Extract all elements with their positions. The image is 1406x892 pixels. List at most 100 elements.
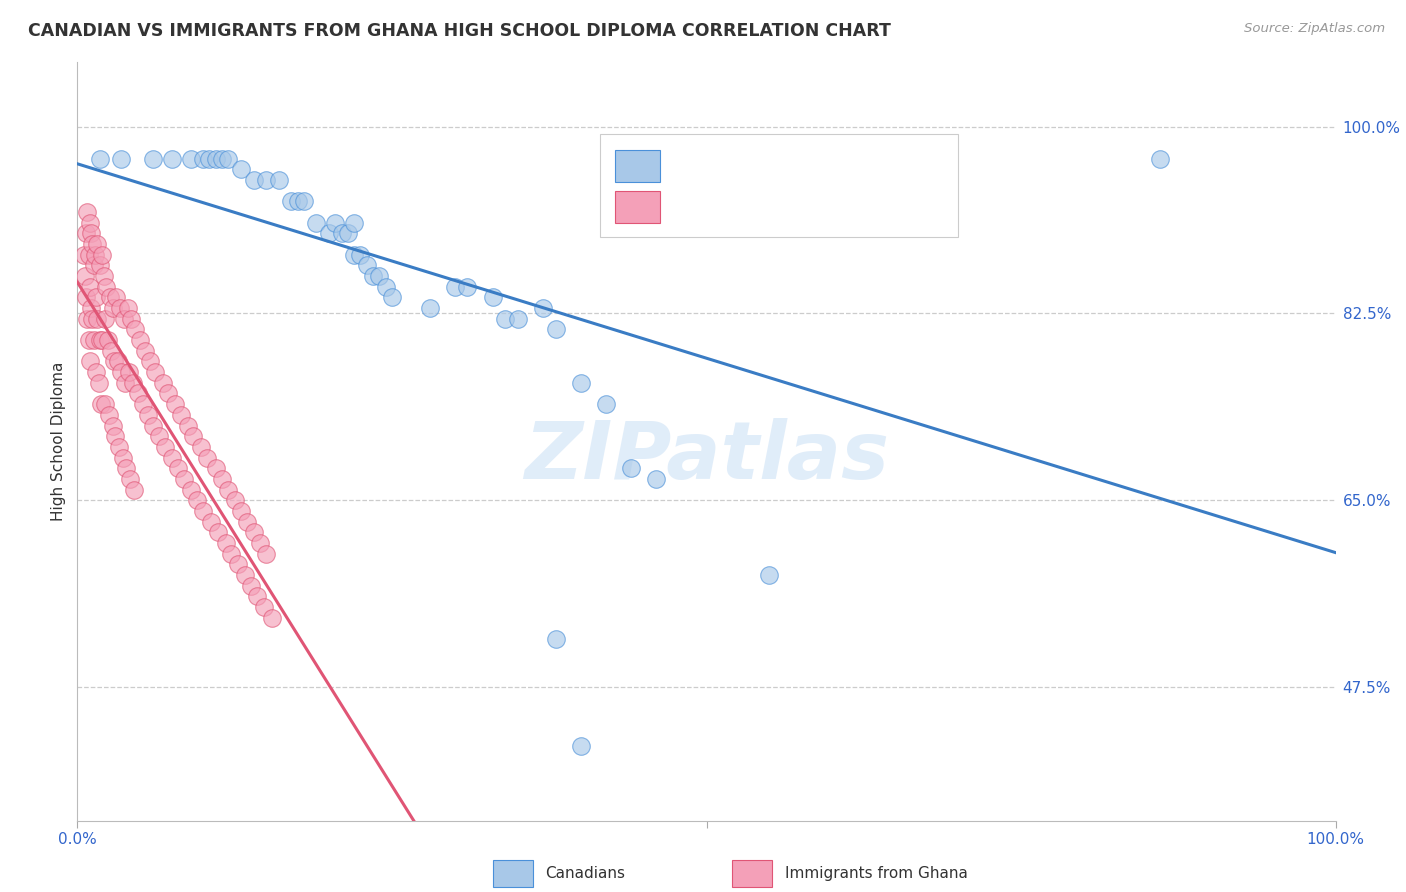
Point: [77, 333, 100, 347]
Point: [242, 525, 264, 540]
Point: [252, 600, 274, 615]
Point: [122, 483, 145, 497]
Point: [111, 450, 134, 465]
Point: [217, 483, 239, 497]
Point: [569, 376, 592, 390]
FancyBboxPatch shape: [731, 860, 772, 888]
Point: [152, 376, 174, 390]
Y-axis label: High School Diploma: High School Diploma: [51, 362, 66, 521]
Point: [292, 194, 315, 209]
Point: [96, 279, 118, 293]
Point: [83, 258, 105, 272]
Point: [198, 152, 221, 166]
Point: [177, 418, 200, 433]
Point: [191, 504, 215, 518]
Point: [374, 279, 396, 293]
Point: [381, 290, 404, 304]
Point: [658, 194, 681, 209]
Point: [343, 247, 366, 261]
Point: [305, 216, 328, 230]
Point: [167, 461, 190, 475]
Point: [160, 450, 183, 465]
Point: [100, 343, 122, 358]
Point: [191, 152, 215, 166]
Point: [720, 173, 742, 187]
Point: [165, 397, 187, 411]
FancyBboxPatch shape: [492, 860, 533, 888]
Point: [91, 247, 114, 261]
Point: [506, 311, 529, 326]
Point: [190, 440, 212, 454]
Point: [114, 376, 136, 390]
Point: [254, 547, 277, 561]
Point: [75, 290, 97, 304]
Point: [127, 386, 149, 401]
Point: [143, 365, 166, 379]
Point: [134, 343, 156, 358]
Text: R =: R =: [678, 198, 727, 216]
Point: [544, 322, 567, 336]
Point: [267, 173, 290, 187]
Point: [240, 579, 263, 593]
Point: [91, 333, 114, 347]
Point: [242, 173, 264, 187]
Text: 99: 99: [875, 198, 894, 216]
Point: [224, 493, 246, 508]
Point: [287, 194, 309, 209]
Point: [94, 397, 117, 411]
Point: [343, 216, 366, 230]
Point: [129, 333, 152, 347]
Point: [531, 301, 554, 315]
Point: [569, 739, 592, 753]
Point: [93, 268, 115, 283]
Point: [120, 311, 142, 326]
Point: [323, 216, 346, 230]
Point: [236, 515, 259, 529]
Point: [84, 247, 107, 261]
Point: [207, 525, 229, 540]
Point: [89, 258, 111, 272]
Point: [246, 590, 269, 604]
Point: [349, 247, 371, 261]
Point: [180, 152, 202, 166]
Point: [120, 472, 142, 486]
Point: [118, 365, 141, 379]
Text: Immigrants from Ghana: Immigrants from Ghana: [785, 866, 967, 881]
Point: [108, 301, 131, 315]
Point: [229, 162, 252, 177]
Point: [97, 408, 120, 422]
Point: [107, 354, 129, 368]
Point: [444, 279, 467, 293]
Point: [98, 290, 121, 304]
Point: [94, 311, 117, 326]
Point: [233, 568, 256, 582]
Point: [419, 301, 441, 315]
Point: [645, 472, 668, 486]
Point: [86, 311, 108, 326]
Point: [82, 237, 104, 252]
Point: [73, 268, 96, 283]
Point: [89, 152, 111, 166]
Point: [195, 450, 218, 465]
Point: [219, 547, 242, 561]
Point: [77, 247, 100, 261]
Point: [108, 440, 131, 454]
Text: N =: N =: [814, 198, 873, 216]
Text: -0.066: -0.066: [731, 157, 792, 176]
Point: [112, 311, 135, 326]
Point: [181, 429, 204, 443]
Point: [155, 440, 177, 454]
Point: [124, 322, 146, 336]
Point: [318, 227, 340, 241]
Point: [75, 227, 97, 241]
Point: [262, 611, 284, 625]
Point: [249, 536, 271, 550]
Text: Canadians: Canadians: [546, 866, 626, 881]
Point: [156, 386, 179, 401]
Point: [204, 461, 226, 475]
Point: [173, 472, 195, 486]
Point: [86, 237, 108, 252]
Text: N =: N =: [814, 157, 873, 176]
Point: [76, 205, 98, 219]
Point: [229, 504, 252, 518]
